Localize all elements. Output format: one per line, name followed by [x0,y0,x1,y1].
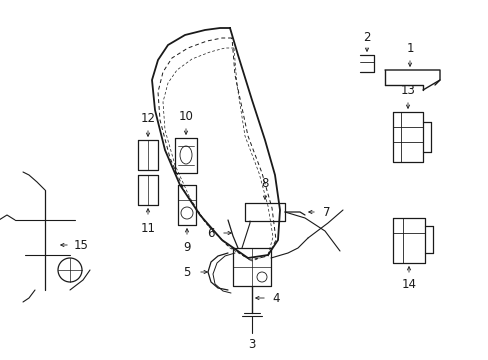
Text: 4: 4 [272,292,279,305]
Text: 13: 13 [400,84,415,96]
Text: 9: 9 [183,240,190,253]
Text: 10: 10 [178,109,193,122]
Text: 12: 12 [140,112,155,125]
Text: 14: 14 [401,279,416,292]
Text: 7: 7 [323,206,330,219]
Text: 2: 2 [363,31,370,44]
Text: 11: 11 [140,221,155,234]
Text: 15: 15 [73,239,88,252]
Text: 5: 5 [183,266,190,279]
Text: 6: 6 [207,226,214,239]
Text: 1: 1 [406,41,413,54]
Text: 8: 8 [261,176,268,189]
Text: 3: 3 [248,338,255,351]
